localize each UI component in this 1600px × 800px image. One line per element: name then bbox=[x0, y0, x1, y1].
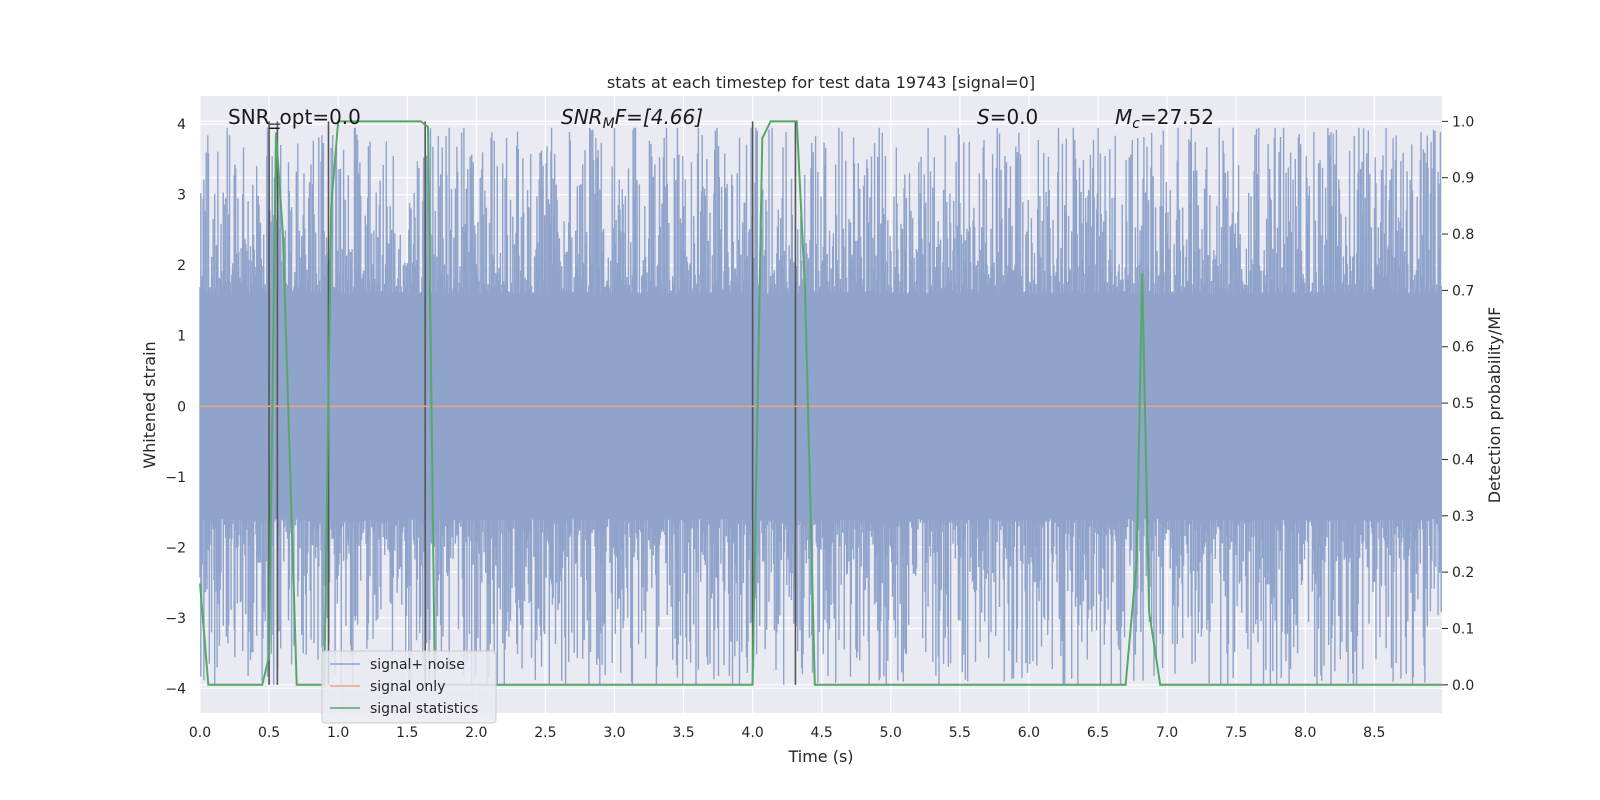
y-tick-label: 0 bbox=[177, 399, 186, 415]
legend-label-signal-noise: signal+ noise bbox=[370, 657, 465, 673]
y2-tick-label: 1.0 bbox=[1452, 114, 1474, 130]
y-tick-label: −3 bbox=[165, 611, 186, 627]
y-tick-label: 2 bbox=[177, 258, 186, 274]
y2-tick-label: 0.9 bbox=[1452, 171, 1474, 187]
annotation-snr-mf-sub: M bbox=[603, 116, 615, 132]
y-tick-label: 3 bbox=[177, 188, 186, 204]
signal-statistics-series bbox=[199, 120, 1442, 686]
annotation-mc-tail: =27.52 bbox=[1140, 105, 1214, 129]
y-tick-label: 4 bbox=[177, 117, 186, 133]
y2-tick-label: 0.4 bbox=[1452, 452, 1474, 468]
annotation-mc-main: M bbox=[1115, 105, 1132, 129]
y2-tick-label: 0.1 bbox=[1452, 621, 1474, 637]
x-tick-label: 1.5 bbox=[396, 725, 418, 741]
chart-title: stats at each timestep for test data 197… bbox=[607, 73, 1035, 92]
x-tick-label: 6.5 bbox=[1087, 725, 1109, 741]
y2-tick-label: 0.7 bbox=[1452, 283, 1474, 299]
legend-label-signal-only: signal only bbox=[370, 679, 445, 695]
x-tick-label: 4.5 bbox=[811, 725, 833, 741]
legend-label-signal-statistics: signal statistics bbox=[370, 701, 478, 717]
annotation-s-main: S bbox=[977, 105, 990, 129]
y2-tick-label: 0.0 bbox=[1452, 678, 1474, 694]
annotation-mc: Mc=27.52 bbox=[1115, 105, 1214, 132]
x-tick-label: 5.0 bbox=[880, 725, 902, 741]
y2-axis-label: Detection probability/MF bbox=[1485, 307, 1504, 504]
y2-tick-label: 0.2 bbox=[1452, 565, 1474, 581]
y2-tick-label: 0.3 bbox=[1452, 509, 1474, 525]
annotation-snr-mf-main: SNR bbox=[561, 105, 603, 129]
x-tick-label: 7.0 bbox=[1156, 725, 1178, 741]
annotation-snr-mf: SNRMF=[4.66] bbox=[561, 105, 703, 132]
annotation-s-tail: =0.0 bbox=[990, 105, 1039, 129]
signal-statistics-line bbox=[199, 120, 1442, 686]
y-tick-label: 1 bbox=[177, 329, 186, 345]
x-tick-label: 1.0 bbox=[327, 725, 349, 741]
annotation-mc-sub: c bbox=[1132, 116, 1140, 132]
y-tick-label: −4 bbox=[165, 681, 186, 697]
x-tick-label: 6.0 bbox=[1018, 725, 1040, 741]
y2-tick-label: 0.8 bbox=[1452, 227, 1474, 243]
x-tick-label: 4.0 bbox=[741, 725, 763, 741]
x-tick-label: 2.5 bbox=[534, 725, 556, 741]
legend-box bbox=[321, 650, 497, 724]
x-tick-label: 8.0 bbox=[1294, 725, 1316, 741]
x-axis-label: Time (s) bbox=[787, 747, 853, 766]
y2-tick-label: 0.5 bbox=[1452, 396, 1474, 412]
x-tick-label: 0.0 bbox=[189, 725, 211, 741]
y-tick-label: −2 bbox=[165, 540, 186, 556]
y-axis-label: Whitened strain bbox=[140, 341, 159, 468]
y2-axis-ticks: 0.0 0.1 0.2 0.3 0.4 0.5 0.6 0.7 0.8 0.9 1.0 bbox=[1442, 114, 1474, 694]
x-tick-label: 3.5 bbox=[672, 725, 694, 741]
y2-tick-label: 0.6 bbox=[1452, 340, 1474, 356]
annotation-snr-mf-tail: F=[4.66] bbox=[615, 105, 703, 129]
y-tick-label: −1 bbox=[165, 470, 186, 486]
legend: signal+ noise signal only signal statist… bbox=[321, 650, 497, 724]
x-tick-label: 0.5 bbox=[258, 725, 280, 741]
x-tick-label: 7.5 bbox=[1225, 725, 1247, 741]
annotation-snr-opt: SNR_opt=0.0 bbox=[228, 105, 361, 129]
annotation-s: S=0.0 bbox=[977, 105, 1038, 129]
x-tick-label: 3.0 bbox=[603, 725, 625, 741]
x-tick-label: 5.5 bbox=[949, 725, 971, 741]
x-axis-ticks: 0.0 0.5 1.0 1.5 2.0 2.5 3.0 3.5 4.0 4.5 5.0 5.5 6.0 6… bbox=[189, 725, 1386, 741]
y-axis-ticks: −4 −3 −2 −1 0 1 2 3 4 bbox=[165, 117, 186, 697]
x-tick-label: 2.0 bbox=[465, 725, 487, 741]
x-tick-label: 8.5 bbox=[1363, 725, 1385, 741]
